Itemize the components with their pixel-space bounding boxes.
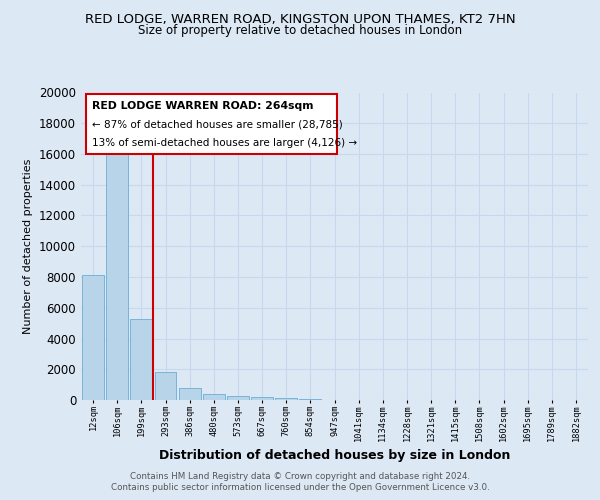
Y-axis label: Number of detached properties: Number of detached properties [23,158,34,334]
Bar [82,276,104,400]
Bar [299,398,321,400]
Text: Contains HM Land Registry data © Crown copyright and database right 2024.: Contains HM Land Registry data © Crown c… [130,472,470,481]
Bar [155,372,176,400]
Text: RED LODGE, WARREN ROAD, KINGSTON UPON THAMES, KT2 7HN: RED LODGE, WARREN ROAD, KINGSTON UPON TH… [85,12,515,26]
Text: Contains public sector information licensed under the Open Government Licence v3: Contains public sector information licen… [110,483,490,492]
Text: 13% of semi-detached houses are larger (4,126) →: 13% of semi-detached houses are larger (… [92,138,357,148]
Bar [130,318,152,400]
X-axis label: Distribution of detached houses by size in London: Distribution of detached houses by size … [159,449,510,462]
Text: Size of property relative to detached houses in London: Size of property relative to detached ho… [138,24,462,37]
Bar [275,398,297,400]
Text: RED LODGE WARREN ROAD: 264sqm: RED LODGE WARREN ROAD: 264sqm [92,101,314,111]
Bar [106,145,128,400]
Bar [251,398,273,400]
Bar [227,396,249,400]
Bar [179,388,200,400]
Bar [203,394,224,400]
Text: ← 87% of detached houses are smaller (28,785): ← 87% of detached houses are smaller (28… [92,120,343,130]
FancyBboxPatch shape [86,94,337,154]
